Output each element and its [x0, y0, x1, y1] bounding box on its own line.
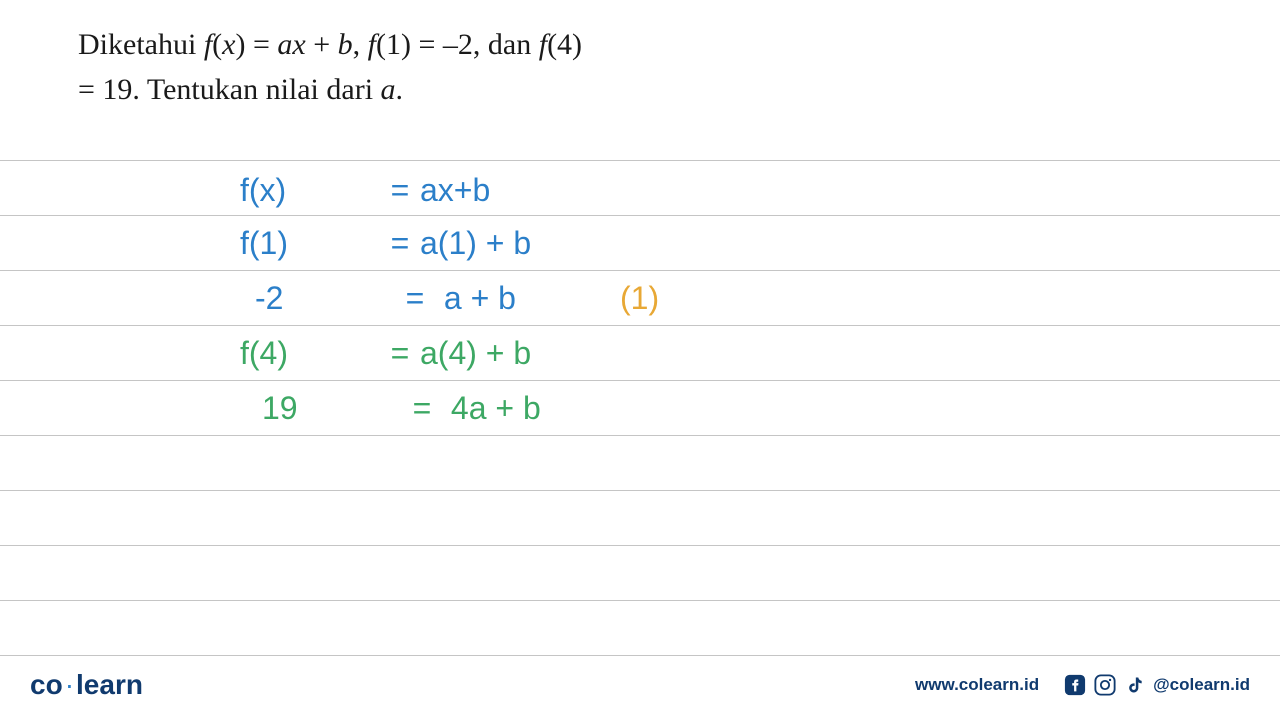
ruled-line [0, 435, 1280, 436]
work-lhs: f(4) [240, 335, 380, 372]
work-rhs: a(1) + b [420, 225, 531, 261]
work-rhs: a(4) + b [420, 335, 531, 371]
work-rhs: ax+b [420, 172, 490, 208]
work-lhs: f(x) [240, 172, 380, 209]
work-row-4: 19= 4a + b [262, 390, 541, 427]
footer: co·learn www.colearn.id @colearn.id [0, 660, 1280, 720]
notebook-background [0, 140, 1280, 660]
ruled-line [0, 545, 1280, 546]
work-rhs: a + b [435, 280, 516, 316]
problem-line-1: Diketahui f(x) = ax + b, f(1) = –2, dan … [78, 22, 582, 67]
instagram-icon [1093, 673, 1117, 697]
equals-sign: = [380, 225, 420, 262]
work-row-3: f(4)=a(4) + b [240, 335, 531, 372]
logo-learn: learn [76, 669, 143, 700]
work-lhs: -2 [255, 280, 395, 317]
ruled-line [0, 270, 1280, 271]
logo-dot: · [65, 669, 74, 700]
problem-statement: Diketahui f(x) = ax + b, f(1) = –2, dan … [78, 22, 582, 112]
website-url: www.colearn.id [915, 675, 1039, 695]
equals-sign: = [380, 172, 420, 209]
problem-line-2: = 19. Tentukan nilai dari a. [78, 67, 582, 112]
equation-label: (1) [620, 280, 659, 317]
colearn-logo: co·learn [30, 669, 143, 701]
equals-sign: = [395, 280, 435, 317]
social-icons: @colearn.id [1063, 673, 1250, 697]
ruled-line [0, 215, 1280, 216]
ruled-line [0, 490, 1280, 491]
work-lhs: 19 [262, 390, 402, 427]
equals-sign: = [380, 335, 420, 372]
ruled-line [0, 380, 1280, 381]
work-row-0: f(x)=ax+b [240, 172, 490, 209]
ruled-line [0, 600, 1280, 601]
ruled-line [0, 325, 1280, 326]
footer-right: www.colearn.id @colearn.id [915, 673, 1250, 697]
work-row-1: f(1)=a(1) + b [240, 225, 531, 262]
ruled-line [0, 160, 1280, 161]
work-lhs: f(1) [240, 225, 380, 262]
work-rhs: 4a + b [442, 390, 541, 426]
equals-sign: = [402, 390, 442, 427]
logo-co: co [30, 669, 63, 700]
social-handle: @colearn.id [1153, 675, 1250, 695]
work-row-2: -2= a + b [255, 280, 516, 317]
ruled-line [0, 655, 1280, 656]
facebook-icon [1063, 673, 1087, 697]
tiktok-icon [1123, 673, 1147, 697]
